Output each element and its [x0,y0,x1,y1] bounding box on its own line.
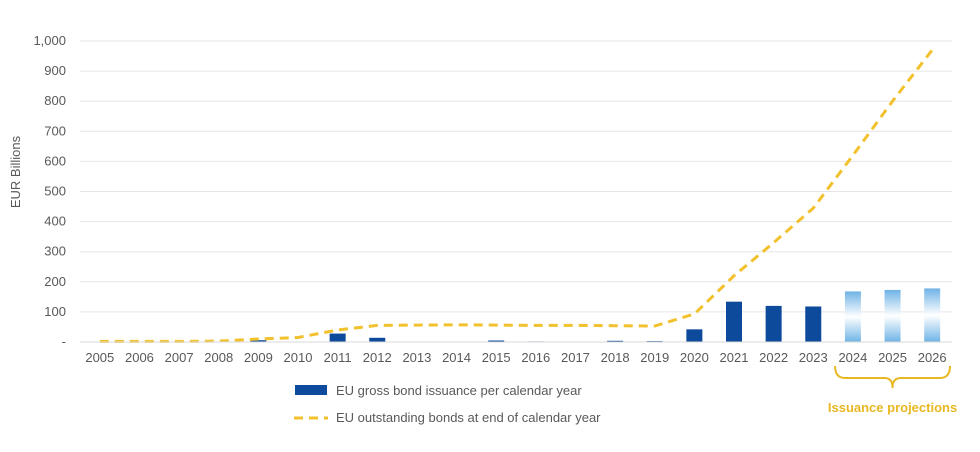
y-tick-label: 600 [44,153,66,168]
x-tick-label: 2024 [838,350,867,365]
bar [765,305,782,342]
x-tick-label: 2016 [521,350,550,365]
bar [924,288,941,342]
outstanding-bonds-line [99,49,934,343]
y-axis-label: EUR Billions [8,135,23,208]
x-tick-label: 2021 [720,350,749,365]
y-tick-label: 900 [44,63,66,78]
x-tick-label: 2009 [244,350,273,365]
x-tick-label: 2018 [601,350,630,365]
bar [686,329,703,342]
y-tick-label: 100 [44,304,66,319]
x-tick-label: 2023 [799,350,828,365]
x-tick-label: 2019 [640,350,669,365]
bar [607,340,624,342]
y-tick-label: 700 [44,123,66,138]
x-tick-label: 2025 [878,350,907,365]
bar [250,340,267,342]
legend-bar-swatch [295,385,327,395]
bar [329,333,346,342]
bar [726,301,742,342]
projection-bracket [834,365,951,389]
y-tick-label: 300 [44,244,66,259]
legend-bar-label: EU gross bond issuance per calendar year [336,383,582,398]
bar [488,340,505,342]
x-tick-label: 2020 [680,350,709,365]
bar [884,289,901,342]
y-tick-label: 200 [44,274,66,289]
y-tick-label: - [62,334,66,349]
x-tick-label: 2007 [165,350,194,365]
x-tick-label: 2011 [324,350,352,365]
x-tick-label: 2010 [284,350,313,365]
bar [844,291,861,342]
x-tick-label: 2017 [561,350,590,365]
x-tick-label: 2008 [204,350,233,365]
y-tick-label: 800 [44,93,66,108]
bar [369,337,386,342]
x-tick-label: 2022 [759,350,788,365]
y-tick-label: 400 [44,214,66,229]
bar [805,306,822,342]
x-axis-ticks: 2005 2006 2007 2008 2009 2010 2011 2012 2013 2014… [85,350,946,365]
y-axis-ticks: - 100 200 300 400 500 600 700 800 900 1,000 [33,33,66,349]
x-tick-label: 2005 [85,350,114,365]
x-tick-label: 2012 [363,350,392,365]
legend-line-label: EU outstanding bonds at end of calendar … [336,410,601,425]
projection-label: Issuance projections [828,400,957,415]
x-tick-label: 2015 [482,350,511,365]
legend: EU gross bond issuance per calendar year… [294,383,601,425]
x-tick-label: 2013 [402,350,431,365]
y-tick-label: 1,000 [33,33,66,48]
x-tick-label: 2006 [125,350,154,365]
gridlines [80,40,952,313]
y-tick-label: 500 [44,184,66,199]
x-tick-label: 2026 [918,350,947,365]
bars [250,288,941,342]
x-tick-label: 2014 [442,350,471,365]
